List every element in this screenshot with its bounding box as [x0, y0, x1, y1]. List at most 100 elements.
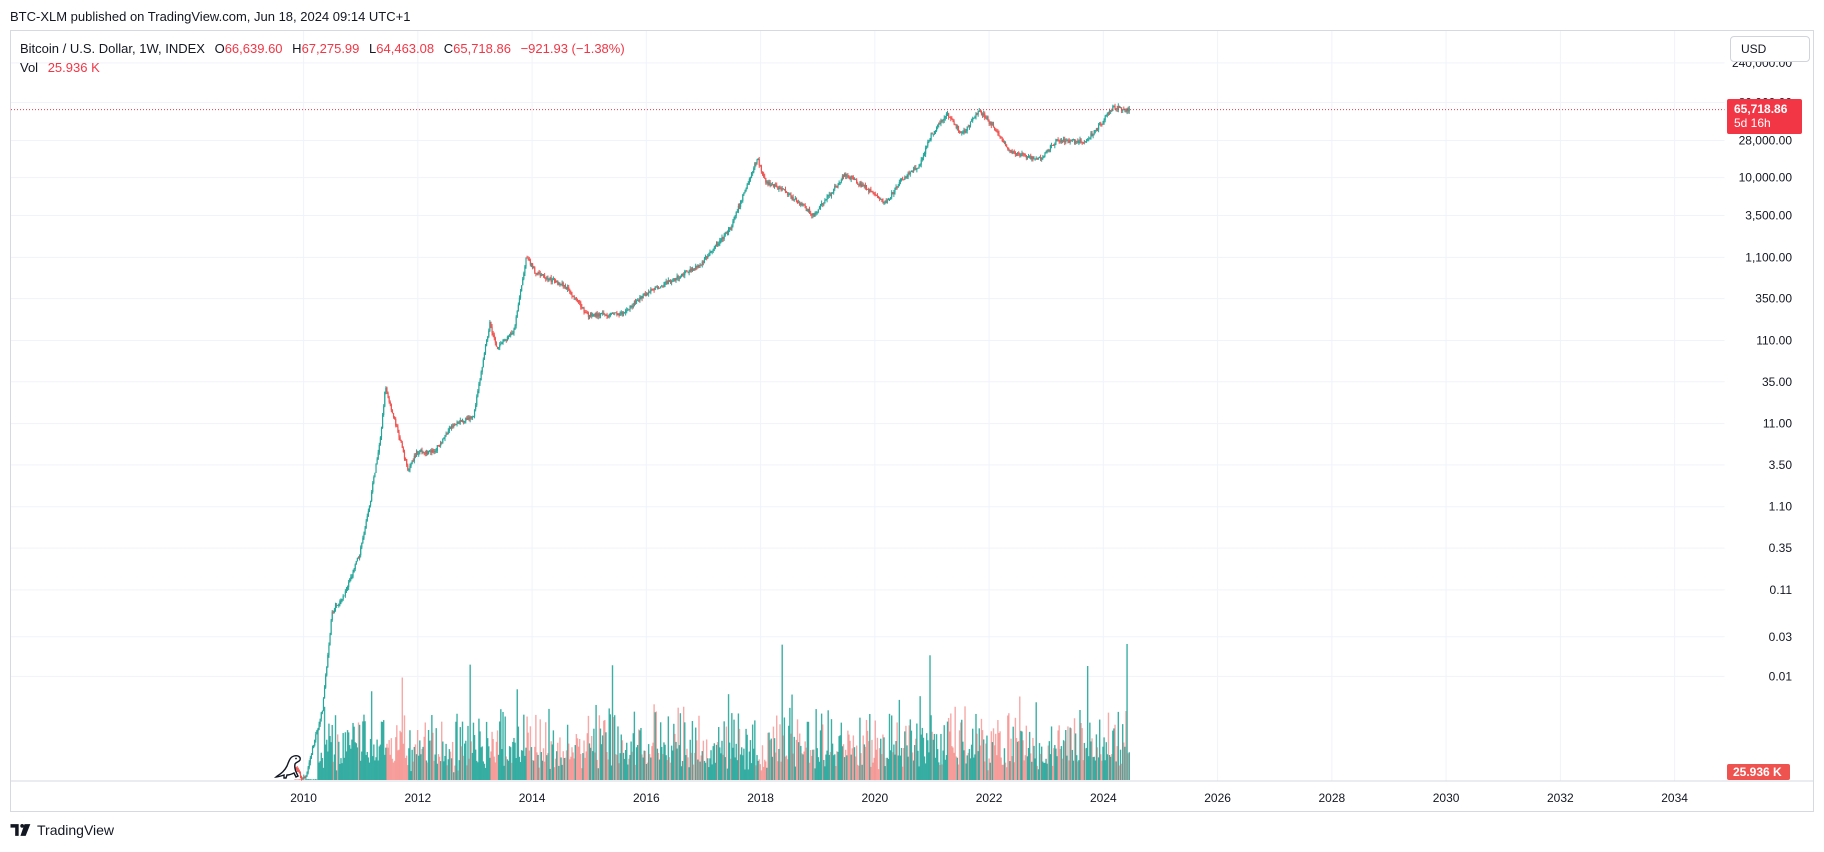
volume-bar	[593, 728, 595, 780]
candle-body	[631, 305, 633, 308]
candle-body	[1102, 122, 1104, 125]
candle-body	[742, 194, 744, 201]
candle-body	[1046, 149, 1048, 153]
candle-body	[1042, 157, 1044, 159]
volume-bar	[1111, 754, 1113, 780]
volume-bar	[692, 764, 695, 780]
dino-icon[interactable]	[273, 755, 301, 779]
y-tick-label: 35.00	[1762, 375, 1792, 389]
volume-bar	[570, 756, 572, 780]
volume-bar	[1085, 747, 1088, 780]
candle-body	[1059, 140, 1061, 142]
volume-bar	[621, 740, 624, 780]
volume-bar	[608, 708, 610, 780]
volume-bar	[921, 727, 924, 780]
volume-bar	[376, 739, 378, 780]
x-tick-label: 2030	[1433, 791, 1460, 805]
volume-bar	[542, 748, 545, 780]
candle-body	[299, 773, 302, 777]
candle-body	[315, 734, 317, 740]
candle-body	[1093, 130, 1095, 134]
candle-body	[849, 177, 851, 180]
candle-body	[500, 343, 502, 345]
candle-body	[879, 198, 881, 200]
candle-body	[753, 168, 755, 173]
volume-bar	[936, 749, 939, 780]
volume-bar	[666, 760, 668, 780]
candle-body	[619, 313, 621, 316]
legend-symbol[interactable]: Bitcoin / U.S. Dollar, 1W, INDEX	[20, 41, 205, 56]
volume-bar	[1036, 765, 1038, 780]
volume-bar	[820, 713, 823, 780]
candle-body	[465, 417, 467, 421]
volume-bar	[408, 748, 410, 780]
chart-frame[interactable]	[10, 30, 1814, 812]
candle-body	[717, 243, 719, 246]
candle-body	[743, 193, 745, 195]
candle-body	[676, 275, 678, 279]
volume-bar	[588, 743, 591, 780]
candle-body	[1095, 128, 1098, 131]
volume-bar	[432, 732, 434, 780]
volume-bar	[459, 727, 462, 780]
volume-bar	[885, 757, 887, 780]
candle-body	[1118, 105, 1121, 108]
volume-bar	[1033, 745, 1035, 780]
candle-body	[377, 452, 379, 460]
currency-button[interactable]: USD	[1730, 36, 1810, 62]
volume-bar	[377, 760, 379, 780]
volume-bar	[479, 731, 481, 780]
candle-body	[701, 261, 703, 266]
candle-body	[749, 177, 752, 180]
candle-body	[1011, 150, 1013, 154]
volume-bar	[710, 750, 712, 780]
volume-bar	[830, 719, 833, 780]
candle-body	[1029, 155, 1031, 157]
candle-body	[822, 203, 824, 205]
volume-bar	[560, 757, 562, 780]
legend-vol-label[interactable]: Vol	[20, 60, 39, 75]
candle-body	[1013, 151, 1015, 153]
volume-bar	[1025, 725, 1028, 780]
candle-body	[892, 192, 894, 195]
candle-body	[614, 312, 616, 314]
candle-body	[412, 460, 414, 462]
volume-bar	[803, 751, 805, 780]
volume-bar	[707, 758, 709, 780]
candle-body	[1016, 153, 1019, 155]
candle-body	[415, 451, 418, 457]
candle-body	[738, 205, 741, 207]
footer-brand[interactable]: TradingView	[10, 822, 114, 838]
candle-body	[594, 314, 596, 317]
volume-bar	[904, 731, 906, 780]
candle-body	[703, 258, 706, 263]
candle-body	[1088, 138, 1090, 140]
volume-bar	[357, 722, 360, 780]
price-axis[interactable]: 240,000.0080,000.0028,000.0010,000.003,5…	[1724, 31, 1792, 781]
candle-body	[433, 451, 435, 453]
volume-bar	[546, 755, 548, 780]
candle-body	[829, 194, 831, 196]
candle-body	[995, 129, 997, 131]
volume-bar	[409, 730, 411, 780]
candle-body	[490, 321, 492, 327]
candle-body	[358, 555, 361, 559]
volume-bar	[519, 762, 522, 780]
candle-body	[1081, 141, 1083, 143]
volume-bar	[392, 762, 395, 780]
volume-bar	[1047, 745, 1049, 780]
volume-bar	[851, 748, 853, 780]
candle-body	[346, 587, 349, 589]
volume-bar	[1046, 763, 1048, 780]
volume-bar	[407, 765, 409, 780]
candle-body	[683, 273, 685, 276]
time-axis[interactable]: 2010 2012 2014 2016 2018 2020 2022 2024 2026 2028…	[11, 780, 1813, 805]
volume-bar	[838, 736, 840, 780]
candle-body	[307, 767, 309, 773]
volume-bar	[910, 730, 913, 780]
volume-bar	[723, 721, 725, 780]
candle-body	[374, 472, 376, 478]
volume-bar	[1062, 740, 1065, 780]
candle-body	[334, 605, 337, 610]
